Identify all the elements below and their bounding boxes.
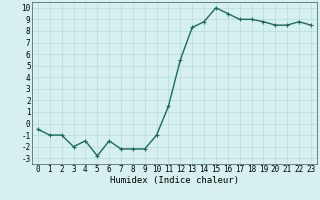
X-axis label: Humidex (Indice chaleur): Humidex (Indice chaleur) (110, 176, 239, 185)
